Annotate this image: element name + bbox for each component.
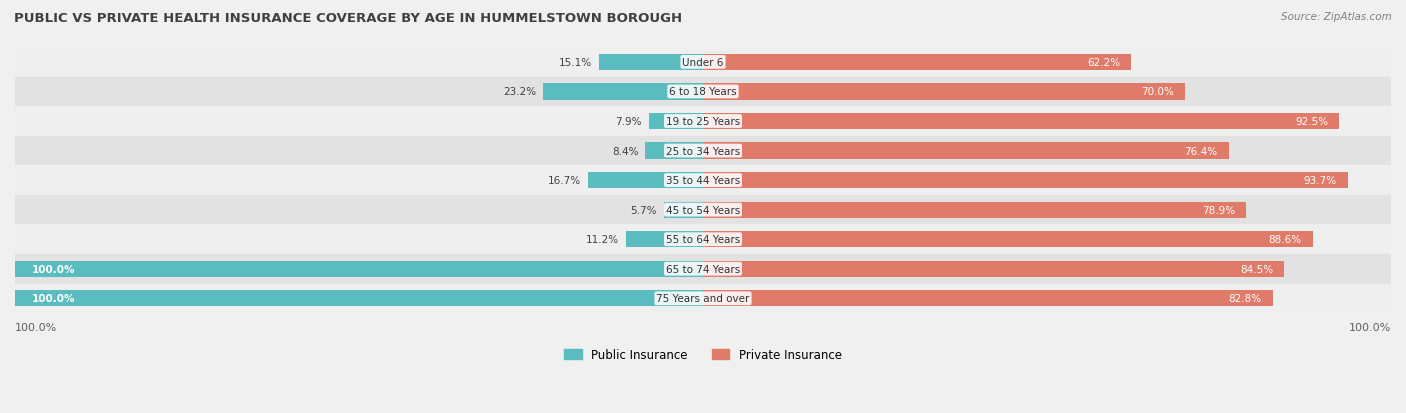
Text: 75 Years and over: 75 Years and over bbox=[657, 294, 749, 304]
Bar bbox=[703, 232, 1313, 248]
Text: 88.6%: 88.6% bbox=[1268, 235, 1302, 244]
Bar bbox=[703, 143, 1229, 159]
Bar bbox=[15, 225, 1391, 254]
Bar bbox=[703, 173, 1348, 189]
Bar bbox=[703, 202, 1246, 218]
Text: Source: ZipAtlas.com: Source: ZipAtlas.com bbox=[1281, 12, 1392, 22]
Bar bbox=[15, 136, 1391, 166]
Text: 5.7%: 5.7% bbox=[630, 205, 657, 215]
Text: 82.8%: 82.8% bbox=[1229, 294, 1261, 304]
Text: 11.2%: 11.2% bbox=[586, 235, 619, 244]
Bar bbox=[15, 254, 1391, 284]
Bar bbox=[703, 261, 1284, 277]
Bar bbox=[703, 114, 1340, 130]
Text: 84.5%: 84.5% bbox=[1240, 264, 1274, 274]
Text: 65 to 74 Years: 65 to 74 Years bbox=[666, 264, 740, 274]
Text: 55 to 64 Years: 55 to 64 Years bbox=[666, 235, 740, 244]
Text: 92.5%: 92.5% bbox=[1295, 117, 1329, 127]
Bar bbox=[15, 107, 1391, 136]
Text: 6 to 18 Years: 6 to 18 Years bbox=[669, 87, 737, 97]
Bar bbox=[703, 290, 1272, 307]
Bar bbox=[703, 84, 1185, 100]
Text: Under 6: Under 6 bbox=[682, 58, 724, 68]
Text: 25 to 34 Years: 25 to 34 Years bbox=[666, 146, 740, 156]
Text: 93.7%: 93.7% bbox=[1303, 176, 1337, 186]
Bar bbox=[599, 55, 703, 71]
Bar bbox=[15, 261, 703, 277]
Legend: Public Insurance, Private Insurance: Public Insurance, Private Insurance bbox=[560, 343, 846, 366]
Text: PUBLIC VS PRIVATE HEALTH INSURANCE COVERAGE BY AGE IN HUMMELSTOWN BOROUGH: PUBLIC VS PRIVATE HEALTH INSURANCE COVER… bbox=[14, 12, 682, 25]
Bar bbox=[15, 78, 1391, 107]
Bar bbox=[645, 143, 703, 159]
Text: 100.0%: 100.0% bbox=[31, 264, 75, 274]
Text: 8.4%: 8.4% bbox=[612, 146, 638, 156]
Bar bbox=[648, 114, 703, 130]
Text: 78.9%: 78.9% bbox=[1202, 205, 1234, 215]
Bar bbox=[543, 84, 703, 100]
Text: 100.0%: 100.0% bbox=[1348, 323, 1391, 332]
Text: 16.7%: 16.7% bbox=[548, 176, 581, 186]
Text: 19 to 25 Years: 19 to 25 Years bbox=[666, 117, 740, 127]
Bar bbox=[588, 173, 703, 189]
Text: 15.1%: 15.1% bbox=[560, 58, 592, 68]
Text: 76.4%: 76.4% bbox=[1184, 146, 1218, 156]
Text: 23.2%: 23.2% bbox=[503, 87, 537, 97]
Bar bbox=[15, 284, 1391, 313]
Text: 35 to 44 Years: 35 to 44 Years bbox=[666, 176, 740, 186]
Bar bbox=[703, 55, 1130, 71]
Text: 62.2%: 62.2% bbox=[1087, 58, 1121, 68]
Text: 100.0%: 100.0% bbox=[15, 323, 58, 332]
Text: 45 to 54 Years: 45 to 54 Years bbox=[666, 205, 740, 215]
Text: 100.0%: 100.0% bbox=[31, 294, 75, 304]
Text: 7.9%: 7.9% bbox=[616, 117, 641, 127]
Bar bbox=[15, 195, 1391, 225]
Bar bbox=[15, 48, 1391, 78]
Text: 70.0%: 70.0% bbox=[1140, 87, 1174, 97]
Bar bbox=[664, 202, 703, 218]
Bar bbox=[15, 290, 703, 307]
Bar bbox=[15, 166, 1391, 195]
Bar bbox=[626, 232, 703, 248]
